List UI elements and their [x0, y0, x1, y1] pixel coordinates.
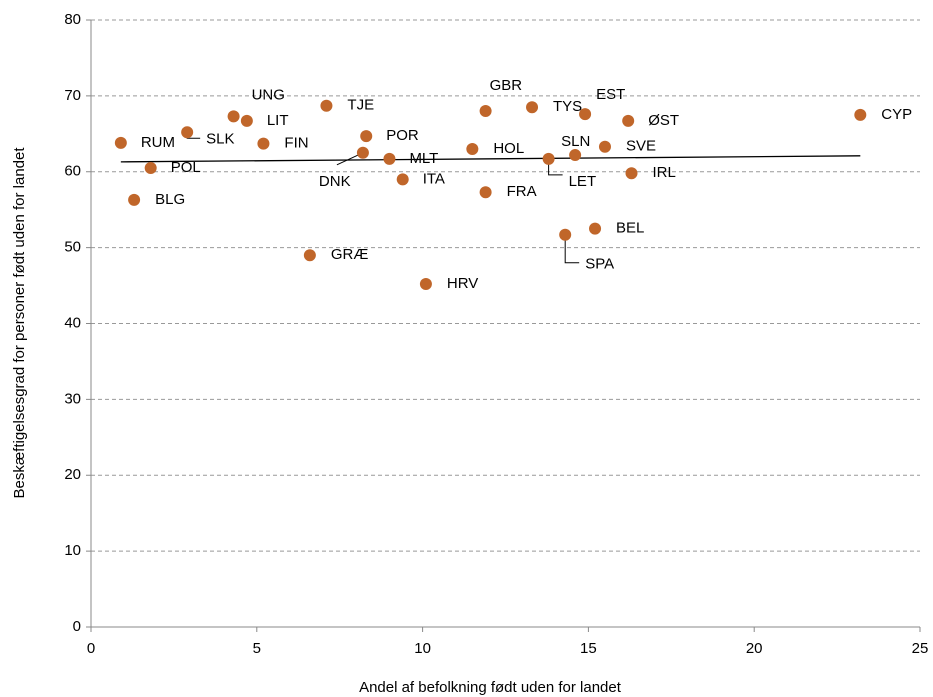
point — [542, 152, 555, 165]
point-label: POR — [386, 127, 419, 144]
point-label: CYP — [881, 106, 912, 123]
point-label: EST — [596, 86, 625, 103]
y-tick-label: 70 — [64, 87, 81, 104]
point-label: BLG — [155, 191, 185, 208]
point — [114, 136, 127, 149]
point-label: UNG — [252, 86, 285, 103]
y-tick-label: 0 — [73, 618, 81, 635]
point — [227, 110, 240, 123]
point-label: SLN — [561, 133, 590, 150]
x-axis-label: Andel af befolkning født uden for landet — [359, 679, 622, 696]
y-tick-label: 10 — [64, 542, 81, 559]
point-label: IRL — [653, 164, 676, 181]
point — [240, 114, 253, 127]
point-label: FRA — [507, 183, 537, 200]
point-label: RUM — [141, 134, 175, 151]
point-label: ØST — [648, 112, 679, 129]
point — [144, 161, 157, 174]
trendline — [120, 155, 861, 163]
y-tick-label: 20 — [64, 466, 81, 483]
point-label: TJE — [347, 97, 374, 114]
point — [526, 101, 539, 114]
y-axis-label: Beskæftigelsesgrad for personer født ude… — [11, 147, 28, 499]
x-tick-label: 15 — [580, 640, 597, 657]
y-tick-label: 80 — [64, 11, 81, 28]
point — [128, 193, 141, 206]
point — [622, 114, 635, 127]
point-label: HOL — [493, 140, 524, 157]
x-tick-label: 10 — [414, 640, 431, 657]
x-tick-label: 5 — [253, 640, 261, 657]
point-label: FIN — [284, 135, 308, 152]
point-label: SPA — [585, 256, 614, 273]
point — [257, 137, 270, 150]
point-label: LIT — [267, 112, 289, 129]
point — [356, 146, 369, 159]
point — [559, 228, 572, 241]
leader-line — [564, 234, 580, 264]
point-label: MLT — [409, 150, 438, 167]
point — [303, 249, 316, 262]
point-label: DNK — [319, 173, 351, 190]
point-label: SVE — [626, 138, 656, 155]
point-label: SLK — [206, 130, 234, 147]
x-tick-label: 25 — [912, 640, 929, 657]
point — [419, 278, 432, 291]
y-tick-label: 40 — [64, 314, 81, 331]
point-label: TYS — [553, 98, 582, 115]
point-label: POL — [171, 159, 201, 176]
x-tick-label: 0 — [87, 640, 95, 657]
point — [479, 105, 492, 118]
point-label: BEL — [616, 220, 644, 237]
y-tick-label: 30 — [64, 390, 81, 407]
point-label: LET — [569, 173, 597, 190]
point — [569, 149, 582, 162]
point — [579, 108, 592, 121]
point — [320, 99, 333, 112]
point-label: ITA — [423, 170, 445, 187]
point — [625, 167, 638, 180]
point — [854, 108, 867, 121]
point — [589, 222, 602, 235]
point — [396, 173, 409, 186]
y-tick-label: 50 — [64, 239, 81, 256]
point-label: GRÆ — [331, 246, 369, 263]
point — [383, 152, 396, 165]
y-tick-label: 60 — [64, 163, 81, 180]
x-tick-label: 20 — [746, 640, 763, 657]
point — [466, 142, 479, 155]
point — [479, 186, 492, 199]
point — [181, 126, 194, 139]
point — [598, 140, 611, 153]
point-label: GBR — [490, 77, 523, 94]
point — [360, 130, 373, 143]
point-label: HRV — [447, 275, 478, 292]
